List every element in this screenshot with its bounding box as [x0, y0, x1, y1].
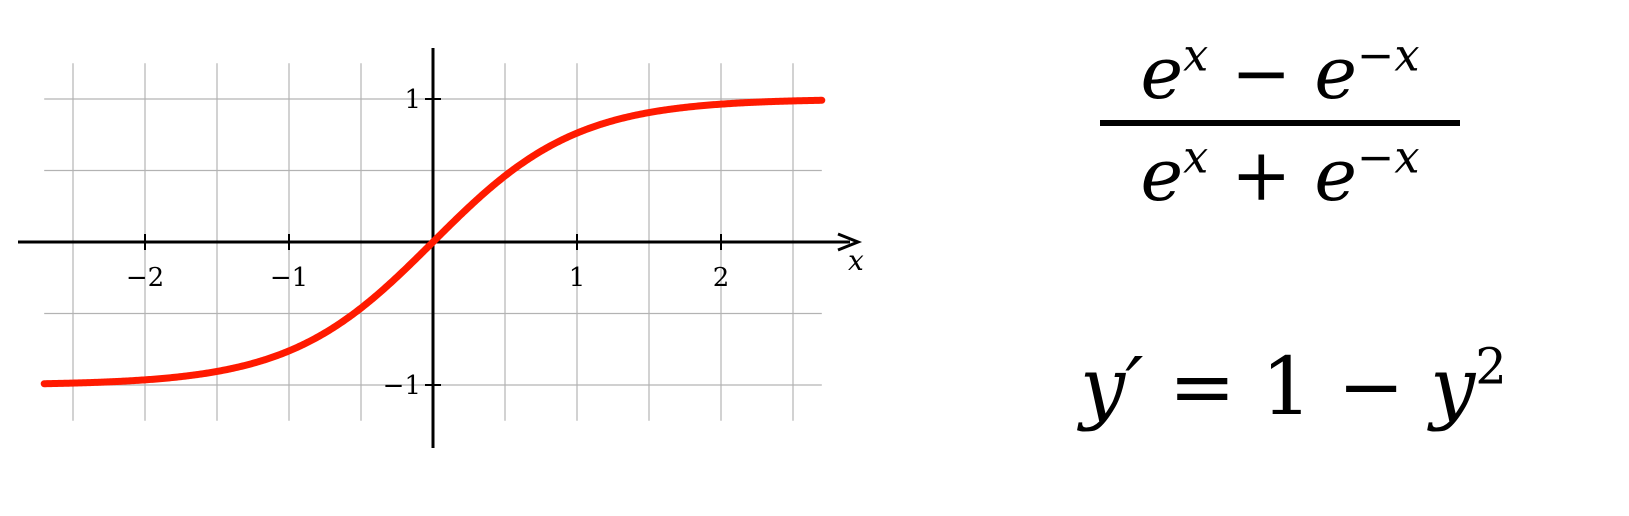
- x-tick-label: −1: [270, 263, 308, 293]
- x-axis-label: x: [848, 244, 864, 277]
- minus-sign: −: [1337, 340, 1405, 433]
- x-tick-label: −2: [126, 263, 164, 293]
- fraction-numerator: ex − e−x: [1140, 29, 1420, 115]
- y-tick-label: −1: [383, 371, 421, 401]
- derivative-exponent: 2: [1475, 337, 1507, 396]
- formula-panel: ex − e−x ex + e−x y′ = 1 − y2: [1080, 20, 1600, 500]
- equals-sign: =: [1168, 340, 1236, 433]
- derivative-equation: y′ = 1 − y2: [1080, 340, 1507, 433]
- fraction-bar: [1100, 120, 1460, 126]
- series: [40, 96, 826, 388]
- x-tick-label: 2: [713, 263, 730, 293]
- y-tick-label: 1: [404, 85, 421, 115]
- tanh-curve: [40, 96, 826, 388]
- tanh-chart: −2 −1 1 2 1 −1 x: [18, 48, 864, 448]
- constant-one: 1: [1261, 340, 1313, 433]
- derivative-lhs: y′: [1080, 340, 1144, 433]
- derivative-y: y: [1430, 340, 1476, 433]
- x-tick-label: 1: [569, 263, 586, 293]
- fraction-denominator: ex + e−x: [1140, 131, 1420, 217]
- ticks: −2 −1 1 2 1 −1: [126, 85, 729, 401]
- x-axis-arrow: [837, 232, 863, 252]
- tanh-definition-fraction: ex − e−x ex + e−x: [1100, 30, 1460, 218]
